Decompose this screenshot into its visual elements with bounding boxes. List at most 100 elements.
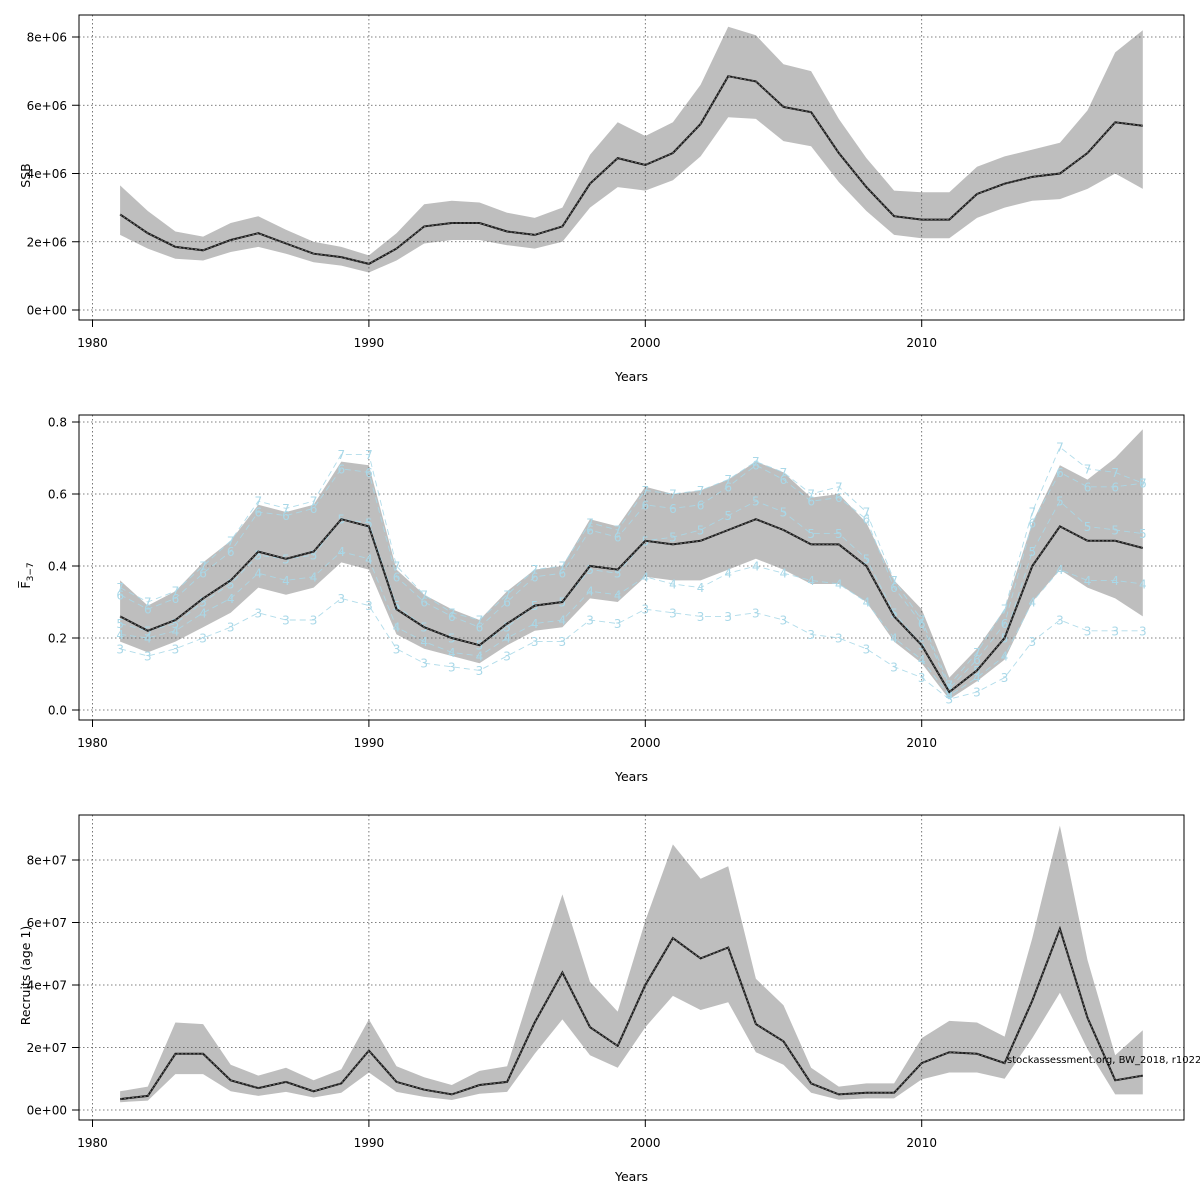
age-label: 7	[641, 484, 649, 498]
age-label: 3	[199, 632, 207, 646]
age-label: 7	[669, 488, 677, 502]
age-label: 3	[835, 632, 843, 646]
age-label: 4	[255, 567, 263, 581]
x-tick-label: 2000	[630, 1136, 661, 1150]
age-label: 3	[282, 614, 290, 628]
age-label: 6	[337, 462, 345, 476]
y-tick-label: 6e+06	[27, 99, 67, 113]
age-label: 4	[586, 585, 594, 599]
age-label: 3	[973, 686, 981, 700]
age-label: 6	[393, 570, 401, 584]
age-label: 6	[780, 473, 788, 487]
age-label: 4	[614, 588, 622, 602]
x-tick-label: 2000	[630, 736, 661, 750]
y-tick-label: 0e+00	[27, 1104, 67, 1118]
age-label: 6	[946, 682, 954, 696]
age-series-line	[120, 551, 1143, 697]
recruitment-panel: 1980 1990 2000 2010 0e+00 2e+07 4e+07 6e+07 8e+0…	[18, 814, 1185, 1184]
age-label: 6	[144, 603, 152, 617]
x-tick-label: 1980	[77, 1136, 108, 1150]
age-series-line	[119, 464, 1143, 690]
age-label: 4	[724, 567, 732, 581]
confidence-band	[120, 825, 1143, 1103]
age-label: 4	[420, 635, 428, 649]
age-label: 3	[697, 610, 705, 624]
y-tick-label: 0.0	[48, 704, 67, 718]
age-label: 6	[614, 531, 622, 545]
age-label: 5	[199, 596, 207, 610]
y-tick-label: 0.8	[48, 416, 67, 430]
age-label: 7	[282, 502, 290, 516]
x-tick-label: 2010	[906, 736, 937, 750]
x-tick-label: 2010	[906, 336, 937, 350]
age-label: 6	[1001, 617, 1009, 631]
age-label: 3	[614, 617, 622, 631]
age-label: 7	[1139, 477, 1147, 491]
age-label: 7	[1111, 466, 1119, 480]
age-label: 7	[835, 480, 843, 494]
age-label: 6	[1111, 480, 1119, 494]
age-label: 4	[503, 632, 511, 646]
age-label: 6	[448, 610, 456, 624]
age-label: 5	[835, 527, 843, 541]
plot-frame	[78, 414, 1185, 721]
age-label: 4	[1139, 578, 1147, 592]
age-label: 4	[227, 592, 235, 606]
x-axis-title: Years	[614, 369, 648, 384]
age-label: 3	[420, 657, 428, 671]
age-label: 3	[337, 592, 345, 606]
age-label: 3	[752, 606, 760, 620]
age-label: 7	[752, 455, 760, 469]
age-label: 3	[918, 671, 926, 685]
age-label: 5	[116, 617, 124, 631]
age-label: 5	[807, 527, 815, 541]
age-label: 4	[1001, 650, 1009, 664]
age-label: 6	[310, 502, 318, 516]
age-label: 4	[559, 614, 567, 628]
age-label: 5	[669, 531, 677, 545]
estimate-line-dots	[120, 927, 1143, 1100]
age-label: 3	[559, 635, 567, 649]
x-tick-label: 1990	[354, 336, 385, 350]
age-label: 6	[531, 570, 539, 584]
x-tick-label: 2010	[906, 1136, 937, 1150]
age-label: 4	[476, 650, 484, 664]
age-label: 7	[255, 495, 263, 509]
age-label: 4	[669, 578, 677, 592]
age-label: 3	[448, 660, 456, 674]
age-label: 6	[807, 495, 815, 509]
age-label: 3	[1001, 671, 1009, 685]
age-label: 4	[1111, 574, 1119, 588]
age-label: 4	[144, 632, 152, 646]
age-label: 3	[503, 650, 511, 664]
age-label: 5	[697, 524, 705, 538]
age-label: 4	[1028, 596, 1036, 610]
age-label: 4	[918, 653, 926, 667]
estimate-line-dots	[119, 518, 1143, 693]
y-tick-label: 0.6	[48, 488, 67, 502]
age-label: 7	[946, 678, 954, 692]
age-label: 5	[863, 552, 871, 566]
confidence-band	[120, 429, 1143, 700]
age-label: 4	[116, 628, 124, 642]
age-label: 4	[890, 632, 898, 646]
age-label: 6	[1028, 516, 1036, 530]
age-label: 7	[586, 516, 594, 530]
age-label: 5	[780, 506, 788, 520]
age-label: 3	[1028, 635, 1036, 649]
age-series-line	[119, 597, 1143, 700]
age-label: 5	[1139, 527, 1147, 541]
x-tick-label: 1990	[354, 736, 385, 750]
age-label: 3	[476, 664, 484, 678]
age-label: 6	[282, 509, 290, 523]
age-label: 7	[116, 581, 124, 595]
y-tick-label: 0.2	[48, 632, 67, 646]
age-label: 7	[1001, 603, 1009, 617]
age-label: 4	[282, 574, 290, 588]
age-label: 4	[973, 671, 981, 685]
age-label: 3	[310, 614, 318, 628]
age-label: 6	[172, 592, 180, 606]
age-label: 6	[835, 491, 843, 505]
age-label: 4	[946, 689, 954, 703]
x-axis-title: Years	[614, 769, 648, 784]
